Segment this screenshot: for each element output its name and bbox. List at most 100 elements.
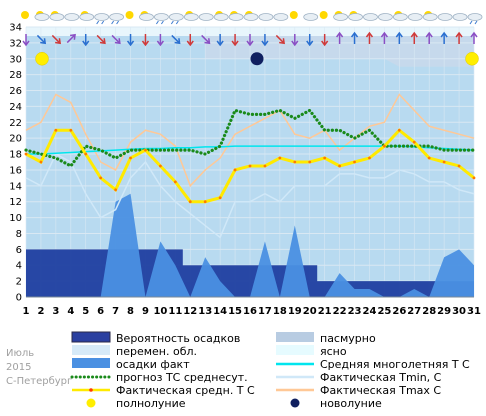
x-tick-label: 14 — [213, 306, 227, 317]
x-tick-label: 30 — [452, 306, 466, 317]
y-tick-label: 14 — [9, 181, 22, 192]
raindrop-icon — [116, 20, 120, 25]
cloud-icon — [64, 13, 80, 21]
wind-arrow-icon — [66, 33, 76, 44]
sun-cloud-icon — [49, 11, 65, 21]
cloud-icon — [407, 13, 423, 21]
wind-arrow-icon — [246, 34, 254, 47]
cloud-icon — [79, 13, 95, 21]
x-tick-label: 7 — [112, 306, 119, 317]
legend-label: Фактическая Tmax C — [320, 384, 441, 397]
wind-arrow-head — [231, 40, 239, 47]
wind-arrow-head — [99, 38, 106, 45]
cloud-icon — [422, 13, 438, 21]
cloud-icon — [34, 13, 50, 21]
cloud-icon — [273, 13, 289, 21]
actual-mean-point — [114, 188, 117, 192]
legend-entry: Фактическая средн. Т С — [72, 384, 255, 397]
rain-cloud-icon — [109, 13, 124, 25]
legend-label: новолуние — [320, 397, 382, 410]
sun-cloud-icon — [213, 11, 229, 21]
sun-icon — [125, 11, 134, 19]
actual-mean-point — [472, 176, 476, 180]
cloud-icon — [168, 13, 184, 21]
cloud-icon — [437, 13, 453, 21]
actual-mean-point — [293, 160, 297, 164]
legend-label: полнолуние — [116, 397, 186, 410]
legend-label: Вероятность осадков — [116, 332, 240, 345]
wind-arrow-head — [455, 31, 463, 38]
y-tick-label: 16 — [9, 165, 22, 176]
wind-arrow-head — [336, 31, 344, 38]
cloud-icon — [49, 13, 65, 21]
legend-swatch — [72, 345, 110, 355]
wind-arrow-icon — [275, 34, 285, 45]
actual-mean-point — [99, 176, 103, 180]
sun-icon — [21, 11, 29, 19]
x-tick-label: 9 — [142, 306, 149, 317]
raindrop-icon — [170, 20, 174, 25]
x-tick-label: 20 — [303, 306, 317, 317]
wind-arrow-shaft — [201, 34, 210, 44]
x-tick-label: 29 — [437, 306, 451, 317]
x-tick-label: 2 — [37, 306, 44, 317]
wind-arrow-head — [291, 40, 299, 47]
actual-mean-point — [129, 156, 132, 160]
wind-arrow-icon — [336, 31, 344, 44]
cloud-icon — [213, 13, 229, 21]
wind-arrow-icon — [321, 34, 329, 47]
wind-arrow-head — [246, 40, 254, 47]
wind-arrow-icon — [365, 31, 374, 44]
wind-arrow-icon — [470, 31, 478, 44]
wind-arrow-icon — [51, 34, 61, 45]
sun-icon — [21, 11, 29, 19]
cloud-icon — [363, 13, 378, 21]
legend-label: прогноз ТС среднесут. — [116, 371, 248, 384]
sun-icon — [125, 11, 134, 19]
wind-arrow-shaft — [111, 34, 120, 44]
legend-swatch — [72, 358, 110, 368]
x-tick-label: 11 — [168, 306, 182, 317]
actual-mean-point — [218, 196, 222, 200]
x-tick-label: 4 — [67, 306, 74, 317]
side-note-text: С-Петербург — [6, 376, 72, 387]
y-tick-label: 18 — [9, 150, 22, 161]
sun-cloud-icon — [183, 11, 199, 21]
cloud-icon — [303, 13, 319, 21]
x-tick-label: 8 — [127, 306, 134, 317]
actual-mean-point — [278, 156, 282, 160]
x-tick-label: 25 — [377, 306, 391, 317]
wind-arrow-head — [126, 40, 135, 47]
wind-arrow-head — [470, 31, 478, 38]
y-tick-label: 32 — [9, 38, 22, 49]
wind-arrow-head — [82, 40, 90, 47]
cloud-icon — [407, 13, 423, 21]
x-tick-label: 31 — [467, 306, 481, 317]
wind-arrow-shaft — [51, 34, 60, 44]
wind-arrow-head — [279, 38, 285, 45]
wind-arrow-head — [410, 31, 418, 38]
legend-label: осадки факт — [116, 358, 190, 371]
wind-arrow-icon — [82, 34, 90, 47]
wind-arrow-icon — [111, 34, 121, 45]
wind-arrow-head — [380, 31, 388, 38]
new-moon-marker — [250, 52, 264, 66]
wind-arrow-head — [216, 40, 224, 47]
wind-arrow-icon — [306, 34, 314, 47]
wind-arrow-icon — [96, 34, 106, 45]
cloud-icon — [243, 13, 259, 21]
legend-swatch — [86, 398, 96, 408]
raindrop-icon — [160, 20, 164, 25]
y-tick-label: 28 — [9, 70, 22, 81]
legend-entry: полнолуние — [86, 397, 186, 410]
x-tick-label: 23 — [348, 306, 362, 317]
legend: Вероятность осадков пасмурно перемен. обл.… — [70, 331, 470, 410]
x-tick-label: 26 — [392, 306, 406, 317]
actual-mean-point — [233, 168, 237, 172]
wind-arrow-shaft — [36, 34, 45, 44]
x-tick-label: 19 — [288, 306, 302, 317]
wind-arrow-icon — [350, 31, 359, 44]
wind-arrow-icon — [141, 34, 150, 47]
wind-arrow-head — [395, 31, 403, 38]
sun-icon — [319, 11, 328, 19]
